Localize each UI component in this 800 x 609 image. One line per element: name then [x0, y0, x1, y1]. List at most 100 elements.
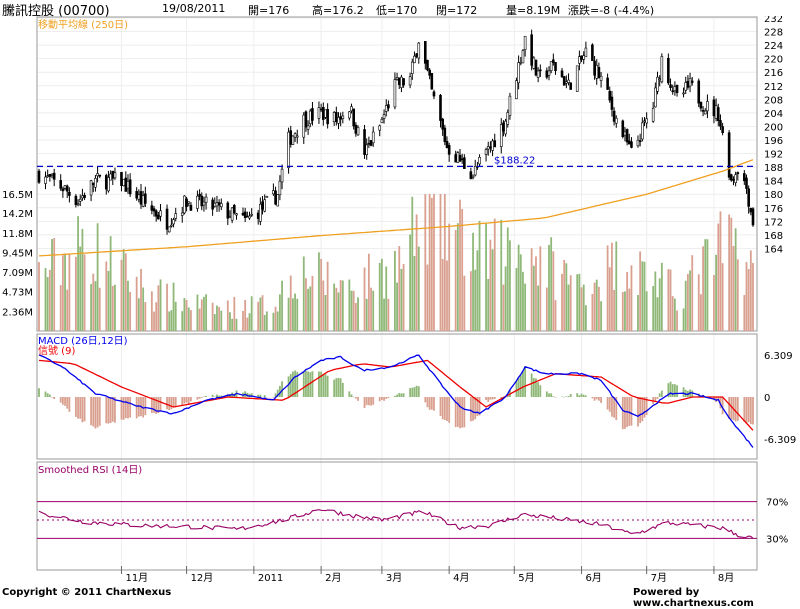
- candle-body: [259, 204, 262, 222]
- price-tick-label: 196: [764, 136, 783, 147]
- volume-tick-label: 14.2M: [2, 209, 33, 220]
- volume-bar: [598, 286, 600, 331]
- volume-bar: [734, 228, 737, 331]
- candle-body: [126, 181, 130, 189]
- candle-body: [426, 59, 429, 71]
- volume-bar: [309, 286, 312, 331]
- candle-body: [337, 117, 340, 124]
- volume-bar: [172, 282, 175, 331]
- macd-histogram-bar: [730, 397, 733, 420]
- candle-body: [302, 114, 306, 138]
- volume-bar: [441, 259, 444, 331]
- candle-body: [78, 198, 82, 202]
- macd-histogram-bar: [667, 383, 670, 397]
- candle-body: [250, 213, 253, 216]
- candle-body: [189, 204, 193, 211]
- macd-histogram-bar: [166, 397, 168, 410]
- candle-body: [61, 188, 65, 192]
- macd-histogram-bar: [417, 386, 420, 397]
- macd-histogram-bar: [94, 397, 97, 429]
- macd-histogram-bar: [582, 394, 585, 397]
- candle-body: [332, 112, 336, 123]
- macd-histogram-bar: [491, 397, 494, 400]
- volume-bar: [263, 315, 266, 331]
- macd-histogram-bar: [380, 397, 383, 401]
- candle-body: [187, 201, 191, 204]
- candle-body: [63, 185, 67, 189]
- candle-body: [562, 76, 566, 86]
- candle-body: [107, 177, 110, 192]
- candle-body: [716, 107, 720, 122]
- candle-body: [636, 139, 640, 147]
- volume-bar: [365, 298, 368, 331]
- volume-bar: [185, 299, 188, 331]
- macd-histogram-bar: [593, 397, 596, 401]
- candle-body: [484, 149, 488, 155]
- volume: 量=8.19M: [506, 4, 561, 17]
- macd-histogram-bar: [61, 397, 64, 405]
- candle-body: [627, 140, 631, 145]
- candle-body: [630, 141, 633, 148]
- candle-body: [384, 105, 388, 112]
- volume-bar: [370, 287, 372, 331]
- powered-by-link[interactable]: Powered by www.chartnexus.com: [633, 587, 754, 609]
- volume-bar: [641, 261, 644, 331]
- volume-bar: [474, 269, 477, 331]
- candle-body: [478, 157, 481, 165]
- volume-bar: [98, 287, 101, 331]
- macd-histogram-bar: [187, 397, 190, 404]
- macd-histogram-bar: [248, 393, 251, 397]
- macd-histogram-bar: [639, 397, 642, 424]
- volume-bar: [229, 312, 231, 331]
- candle-body: [144, 193, 147, 204]
- candle-body: [625, 129, 629, 143]
- candle-body: [621, 120, 625, 137]
- candle-body: [523, 35, 527, 50]
- volume-bar: [550, 237, 553, 331]
- macd-histogram-bar: [44, 391, 47, 397]
- volume-bar: [46, 277, 49, 331]
- macd-histogram-bar: [441, 397, 444, 420]
- volume-bar: [96, 223, 99, 331]
- volume-bar: [443, 194, 446, 331]
- candle-body: [124, 177, 128, 192]
- volume-bar: [721, 263, 724, 331]
- price-tick-label: 200: [764, 122, 783, 133]
- price-change: 漲跌=-8 (-4.4%): [568, 4, 655, 17]
- candle-body: [515, 80, 518, 100]
- macd-histogram-bar: [565, 396, 568, 398]
- candle-body: [493, 140, 497, 148]
- candle-body: [554, 62, 557, 72]
- volume-bar: [203, 296, 205, 331]
- volume-bar: [732, 246, 735, 331]
- volume-bar: [68, 253, 71, 331]
- volume-bar: [736, 259, 739, 331]
- price-tick-label: 228: [764, 28, 783, 39]
- x-tick-label: 12月: [191, 572, 214, 584]
- candle-body: [230, 207, 234, 221]
- macd-histogram-bar: [600, 397, 602, 403]
- volume-bar: [114, 284, 116, 331]
- macd-histogram-bar: [367, 397, 370, 406]
- candle-body: [575, 65, 579, 92]
- candle-body: [243, 211, 247, 218]
- volume-bar: [700, 294, 702, 331]
- candle-body: [263, 199, 267, 212]
- candle-body: [727, 132, 731, 178]
- candle-body: [410, 61, 414, 74]
- volume-bar: [578, 273, 581, 331]
- candle-body: [447, 145, 451, 155]
- volume-bar: [459, 199, 461, 331]
- volume-bar: [48, 269, 51, 331]
- volume-bar: [363, 267, 366, 331]
- candle-body: [308, 110, 312, 125]
- macd-histogram-bar: [591, 397, 594, 399]
- volume-bar: [350, 290, 353, 331]
- macd-histogram-bar: [68, 397, 71, 412]
- candle-body: [667, 57, 670, 84]
- macd-histogram-bar: [378, 397, 381, 402]
- volume-bar: [743, 294, 746, 331]
- macd-histogram-bar: [515, 381, 518, 397]
- rsi-legend: Smoothed RSI (14日): [38, 465, 142, 476]
- volume-bar: [673, 298, 676, 331]
